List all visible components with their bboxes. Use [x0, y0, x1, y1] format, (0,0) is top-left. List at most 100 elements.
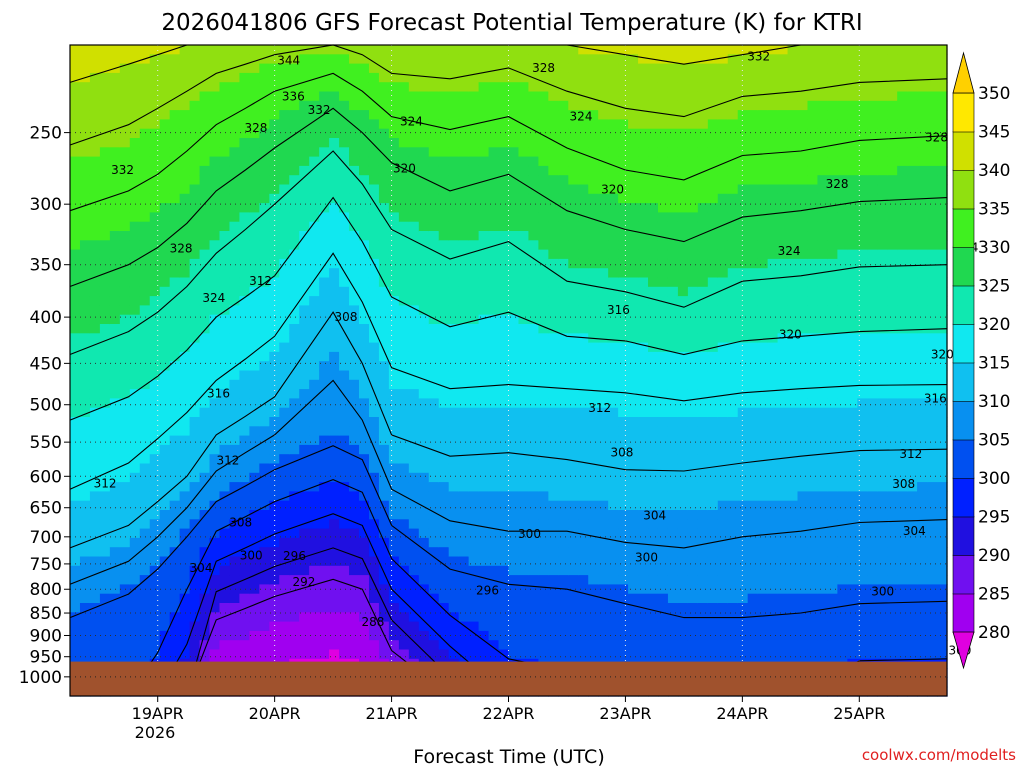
heatmap-cell	[538, 556, 549, 567]
heatmap-cell	[219, 593, 231, 604]
heatmap-cell	[129, 258, 141, 269]
heatmap-cell	[747, 305, 759, 316]
heatmap-cell	[418, 556, 430, 567]
heatmap-cell	[468, 351, 480, 362]
heatmap-cell	[548, 286, 559, 297]
heatmap-cell	[428, 519, 440, 530]
heatmap-cell	[448, 389, 460, 399]
heatmap-cell	[199, 630, 211, 641]
heatmap-cell	[89, 612, 101, 623]
heatmap-cell	[757, 463, 769, 474]
heatmap-cell	[70, 417, 81, 427]
heatmap-cell	[598, 584, 609, 595]
heatmap-cell	[279, 584, 290, 595]
heatmap-cell	[189, 82, 201, 93]
heatmap-cell	[717, 472, 729, 483]
heatmap-cell	[707, 63, 719, 74]
heatmap-cell	[667, 482, 679, 492]
heatmap-cell	[239, 379, 250, 390]
heatmap-cell	[179, 593, 191, 604]
heatmap-cell	[588, 370, 599, 381]
heatmap-cell	[119, 370, 131, 381]
heatmap-cell	[558, 537, 569, 548]
heatmap-cell	[747, 398, 759, 409]
heatmap-cell	[727, 491, 739, 502]
heatmap-cell	[259, 426, 270, 437]
heatmap-cell	[478, 314, 490, 325]
heatmap-cell	[468, 556, 480, 567]
heatmap-cell	[508, 231, 520, 241]
heatmap-cell	[548, 258, 559, 269]
heatmap-cell	[359, 231, 370, 241]
heatmap-cell	[677, 268, 689, 279]
heatmap-cell	[219, 240, 231, 251]
heatmap-cell	[428, 296, 440, 306]
heatmap-cell	[149, 398, 161, 409]
heatmap-cell	[249, 537, 260, 548]
heatmap-cell	[139, 221, 151, 232]
heatmap-cell	[428, 203, 440, 213]
heatmap-cell	[677, 72, 689, 83]
heatmap-cell	[349, 575, 360, 585]
heatmap-cell	[368, 426, 380, 437]
heatmap-cell	[70, 100, 81, 111]
heatmap-cell	[179, 454, 191, 465]
heatmap-cell	[159, 54, 171, 65]
heatmap-cell	[329, 268, 340, 279]
heatmap-cell	[199, 351, 211, 362]
heatmap-cell	[319, 54, 330, 65]
heatmap-cell	[478, 379, 490, 390]
heatmap-cell	[448, 370, 460, 381]
heatmap-cell	[388, 398, 400, 409]
heatmap-cell	[638, 584, 649, 595]
heatmap-cell	[528, 156, 539, 167]
heatmap-cell	[408, 333, 420, 344]
heatmap-cell	[478, 72, 490, 83]
heatmap-cell	[657, 268, 669, 279]
heatmap-cell	[289, 212, 300, 223]
heatmap-cell	[538, 603, 549, 613]
heatmap-cell	[747, 296, 759, 306]
heatmap-cell	[279, 612, 290, 623]
heatmap-cell	[70, 361, 81, 372]
heatmap-cell	[598, 463, 609, 474]
heatmap-cell	[667, 454, 679, 465]
heatmap-cell	[99, 221, 111, 232]
heatmap-cell	[677, 426, 689, 437]
heatmap-cell	[578, 519, 589, 530]
heatmap-cell	[498, 621, 510, 632]
heatmap-cell	[458, 603, 470, 613]
heatmap-cell	[219, 165, 231, 176]
heatmap-cell	[408, 249, 420, 260]
heatmap-cell	[448, 547, 460, 558]
heatmap-cell	[628, 147, 639, 158]
heatmap-cell	[319, 128, 330, 139]
heatmap-cell	[598, 537, 609, 548]
heatmap-cell	[488, 463, 500, 474]
heatmap-cell	[648, 389, 659, 399]
heatmap-cell	[458, 147, 470, 158]
heatmap-cell	[677, 537, 689, 548]
heatmap-cell	[528, 528, 539, 539]
heatmap-cell	[70, 537, 81, 548]
heatmap-cell	[349, 212, 360, 223]
heatmap-cell	[638, 547, 649, 558]
heatmap-cell	[608, 63, 619, 74]
heatmap-cell	[359, 351, 370, 362]
heatmap-cell	[518, 556, 530, 567]
heatmap-cell	[428, 45, 440, 55]
heatmap-cell	[747, 537, 759, 548]
heatmap-cell	[618, 54, 629, 65]
heatmap-cell	[169, 379, 181, 390]
heatmap-cell	[697, 286, 709, 297]
heatmap-cell	[199, 138, 211, 148]
heatmap-cell	[109, 379, 121, 390]
heatmap-cell	[249, 100, 260, 111]
heatmap-cell	[438, 547, 450, 558]
heatmap-cell	[697, 165, 709, 176]
heatmap-cell	[129, 82, 141, 93]
heatmap-cell	[697, 231, 709, 241]
heatmap-cell	[189, 370, 201, 381]
heatmap-cell	[498, 537, 510, 548]
heatmap-cell	[588, 379, 599, 390]
